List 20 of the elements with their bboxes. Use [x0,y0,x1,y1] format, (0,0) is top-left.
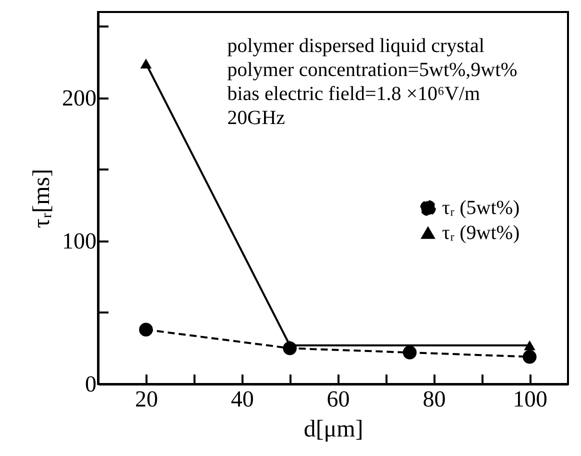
annotation: bias electric field=1.8 ×10⁶V/m [227,83,480,105]
y-axis-title: τᵣ[ms] [29,168,55,228]
annotation: polymer dispersed liquid crystal [227,35,485,57]
x-tick-label: 20 [134,386,158,412]
y-tick-label: 0 [85,372,96,396]
y-tick-label: 200 [62,85,96,110]
annotation: 20GHz [227,107,286,129]
point [282,341,297,356]
x-tick-label: 80 [422,386,446,412]
point [522,350,537,364]
y-tick-label: 100 [62,228,96,254]
x-tick-label: 60 [326,386,350,412]
legend-label: τᵣ (5wt%) [442,197,520,219]
x-tick-label: 100 [512,386,548,412]
x-tick-label: 40 [230,386,254,412]
point [139,322,153,337]
point [402,346,417,360]
legend-label: τᵣ (9wt%) [442,222,520,244]
x-axis-title: d[μm] [304,416,364,442]
annotation: polymer concentration=5wt%,9wt% [227,59,518,81]
